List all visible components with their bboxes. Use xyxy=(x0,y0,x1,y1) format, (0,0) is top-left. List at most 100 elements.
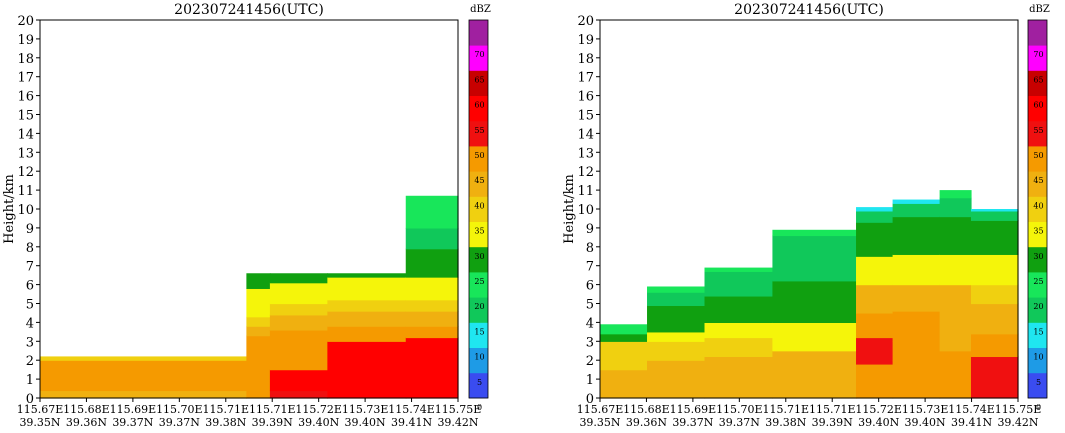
reflectivity-cell xyxy=(892,254,941,286)
colorbar-segment xyxy=(1028,272,1047,298)
reflectivity-cell xyxy=(405,195,459,229)
x-tick-label-lat: 39.37N xyxy=(719,416,760,429)
reflectivity-cell xyxy=(772,350,857,399)
y-tick-label: 2 xyxy=(586,354,594,369)
y-tick-label: 3 xyxy=(26,335,34,350)
colorbar-segment xyxy=(469,20,488,46)
y-tick-label: 20 xyxy=(17,14,34,29)
y-tick-label: 19 xyxy=(17,33,34,48)
x-tick-label-lon: 115.72E xyxy=(295,403,342,416)
reflectivity-cell xyxy=(405,337,459,399)
reflectivity-cell xyxy=(772,280,857,323)
colorbar-tick-label: 55 xyxy=(474,126,484,135)
reflectivity-cell xyxy=(939,190,972,199)
colorbar-segment xyxy=(469,45,488,71)
colorbar-tick-label: 70 xyxy=(1033,50,1043,59)
y-tick-label: 5 xyxy=(586,298,594,313)
y-tick-label: 7 xyxy=(26,260,34,275)
y-tick-label: 9 xyxy=(26,222,34,237)
reflectivity-cell xyxy=(856,210,894,223)
y-tick-label: 9 xyxy=(586,222,594,237)
y-tick-label: 6 xyxy=(26,279,34,294)
x-tick-label-lon: 115.75E xyxy=(435,403,482,416)
reflectivity-cell xyxy=(892,216,941,255)
reflectivity-cell xyxy=(600,324,648,335)
colorbar-tick-label: 70 xyxy=(474,50,484,59)
colorbar-segment xyxy=(469,347,488,374)
colorbar-segment xyxy=(1028,20,1047,46)
reflectivity-cell xyxy=(600,369,648,399)
x-tick-label-lon: 115.70E xyxy=(156,403,203,416)
colorbar-tick-label: 5 xyxy=(477,378,482,387)
reflectivity-cell xyxy=(970,333,1019,358)
reflectivity-cell xyxy=(405,299,459,312)
reflectivity-cell xyxy=(970,284,1019,305)
colorbar-tick-label: 45 xyxy=(1033,176,1043,185)
x-tick-label-lat: 39.40N xyxy=(905,416,946,429)
x-tick-label-lon: 115.67E xyxy=(17,403,64,416)
reflectivity-cell xyxy=(970,209,1019,212)
y-tick-label: 7 xyxy=(586,260,594,275)
colorbar-tick-label: 35 xyxy=(474,227,484,236)
reflectivity-cell xyxy=(939,216,972,255)
x-tick-label-lon: 115.71E xyxy=(763,403,810,416)
colorbar-segment xyxy=(469,297,488,323)
x-tick-label-lat: 39.35N xyxy=(19,416,60,429)
reflectivity-cell xyxy=(856,363,894,399)
x-tick-label-lon: 115.74E xyxy=(948,403,995,416)
colorbar-segment xyxy=(1028,146,1047,172)
reflectivity-cell xyxy=(939,254,972,286)
colorbar-segment xyxy=(469,246,488,273)
colorbar-tick-label: 50 xyxy=(1033,151,1043,160)
reflectivity-cell xyxy=(327,341,407,399)
reflectivity-cell xyxy=(269,345,328,371)
y-tick-label: 8 xyxy=(26,241,34,256)
colorbar-segment xyxy=(1028,297,1047,323)
reflectivity-cell xyxy=(246,316,271,327)
reflectivity-cell xyxy=(647,286,706,293)
reflectivity-cell xyxy=(970,210,1019,221)
x-tick-label-lon: 115.71E xyxy=(249,403,296,416)
reflectivity-cell xyxy=(704,271,774,297)
y-tick-label: 12 xyxy=(17,165,34,180)
y-tick-label: 16 xyxy=(577,90,594,105)
colorbar-segment xyxy=(1028,196,1047,222)
reflectivity-cell xyxy=(892,203,941,218)
reflectivity-cell xyxy=(405,311,459,327)
colorbar-segment xyxy=(1028,347,1047,374)
x-tick-label-lat: 39.41N xyxy=(391,416,432,429)
x-tick-label-lon: 115.74E xyxy=(388,403,435,416)
reflectivity-cell xyxy=(939,197,972,218)
colorbar-unit-label: dBZ xyxy=(1029,4,1050,15)
colorbar-segment xyxy=(1028,70,1047,96)
colorbar-tick-label: 30 xyxy=(474,252,484,261)
reflectivity-cell xyxy=(246,326,271,337)
reflectivity-cell xyxy=(600,333,648,342)
y-tick-label: 0 xyxy=(586,392,594,407)
x-tick-label-lon: 115.71E xyxy=(809,403,856,416)
reflectivity-cell xyxy=(856,207,894,212)
reflectivity-cell xyxy=(892,284,941,312)
reflectivity-cell xyxy=(269,314,328,331)
y-tick-label: 13 xyxy=(17,146,34,161)
reflectivity-cell xyxy=(269,329,328,346)
reflectivity-cell xyxy=(856,312,894,339)
reflectivity-cell xyxy=(269,273,328,284)
y-tick-label: 5 xyxy=(26,298,34,313)
reflectivity-cell xyxy=(772,322,857,352)
x-tick-label-lat: 39.40N xyxy=(345,416,386,429)
colorbar-tick-label: 20 xyxy=(474,302,484,311)
reflectivity-cell xyxy=(892,199,941,204)
reflectivity-cell xyxy=(405,227,459,250)
x-tick-label-lat: 39.37N xyxy=(159,416,200,429)
x-tick-label-lat: 39.39N xyxy=(252,416,293,429)
reflectivity-cell xyxy=(704,322,774,339)
reflectivity-cell xyxy=(269,369,328,392)
x-tick-label-lat: 39.42N xyxy=(437,416,478,429)
colorbar-segment xyxy=(469,171,488,197)
y-tick-label: 19 xyxy=(577,33,594,48)
colorbar-segment xyxy=(469,322,488,348)
y-tick-label: 4 xyxy=(586,316,594,331)
colorbar-tick-label: 40 xyxy=(474,201,484,210)
x-tick-label-lat: 39.38N xyxy=(205,416,246,429)
